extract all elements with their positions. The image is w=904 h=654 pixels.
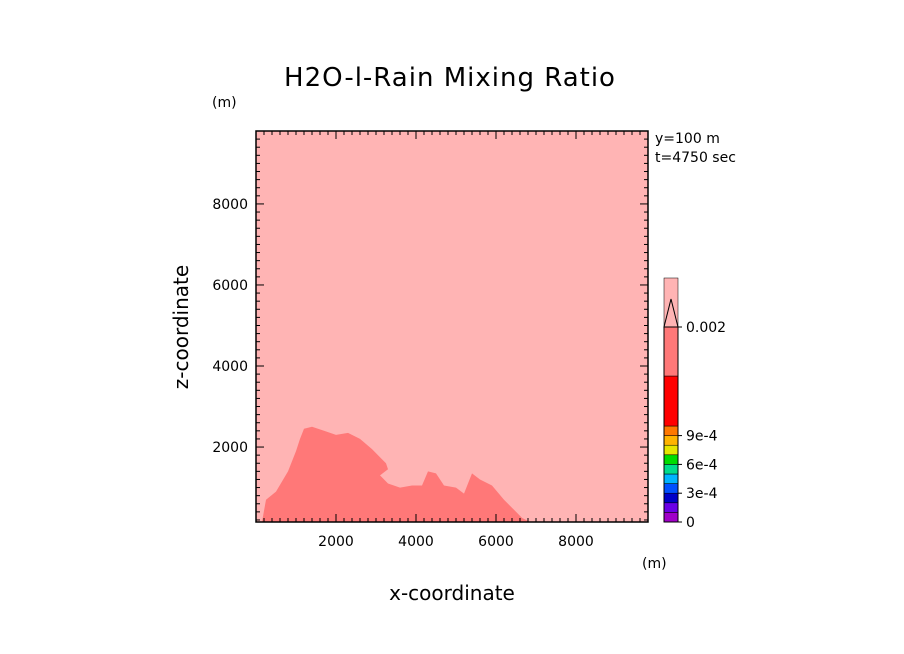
colorbar-segment bbox=[663, 483, 679, 494]
x-axis-label: x-coordinate bbox=[389, 581, 515, 605]
colorbar-frame bbox=[663, 326, 679, 523]
colorbar-segment bbox=[663, 425, 679, 436]
colorbar-segment bbox=[663, 464, 679, 475]
x-tick-label: 8000 bbox=[558, 534, 594, 550]
y-tick-label: 2000 bbox=[212, 440, 248, 456]
y-tick-label: 6000 bbox=[212, 278, 248, 294]
x-tick-label: 2000 bbox=[318, 534, 354, 550]
x-tick-label: 6000 bbox=[478, 534, 514, 550]
y-axis-label: z-coordinate bbox=[169, 265, 193, 389]
x-tick-label: 4000 bbox=[398, 534, 434, 550]
plot-frame bbox=[255, 130, 649, 523]
y-unit-label: (m) bbox=[212, 95, 237, 111]
x-unit-label: (m) bbox=[642, 556, 667, 572]
colorbar-segment bbox=[663, 326, 679, 377]
colorbar-segment bbox=[663, 512, 679, 523]
colorbar-segment bbox=[663, 375, 679, 427]
colorbar-segment bbox=[663, 502, 679, 513]
colorbar-segment bbox=[663, 473, 679, 484]
contour-region-0 bbox=[262, 426, 530, 522]
y-tick-label: 8000 bbox=[212, 197, 248, 213]
colorbar-segment bbox=[663, 444, 679, 456]
colorbar-label: 3e-4 bbox=[686, 486, 718, 502]
colorbar-label: 0.002 bbox=[686, 320, 726, 336]
colorbar-segment bbox=[663, 454, 679, 465]
colorbar-label: 0 bbox=[686, 515, 695, 531]
colorbar-segment bbox=[663, 492, 679, 504]
slice-annotation: y=100 m bbox=[655, 131, 720, 147]
colorbar-segment bbox=[663, 435, 679, 446]
y-tick-label: 4000 bbox=[212, 359, 248, 375]
colorbar-label: 9e-4 bbox=[686, 429, 718, 445]
colorbar-label: 6e-4 bbox=[686, 457, 718, 473]
chart-title: H2O-l-Rain Mixing Ratio bbox=[284, 63, 616, 93]
time-annotation: t=4750 sec bbox=[655, 150, 736, 166]
